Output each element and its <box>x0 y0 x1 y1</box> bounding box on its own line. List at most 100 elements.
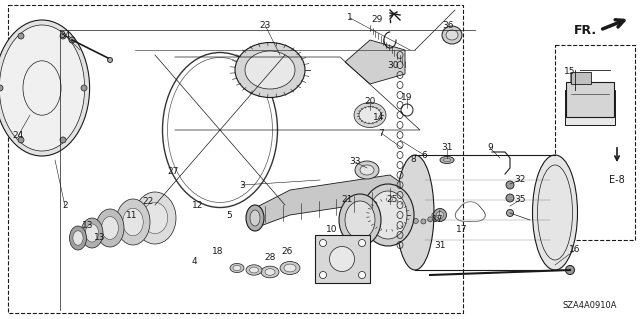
Ellipse shape <box>432 213 437 218</box>
Text: 17: 17 <box>456 226 468 234</box>
Ellipse shape <box>143 202 168 234</box>
Polygon shape <box>255 175 400 228</box>
Text: 30: 30 <box>387 61 399 70</box>
Text: 7: 7 <box>378 129 384 137</box>
Ellipse shape <box>18 137 24 143</box>
Ellipse shape <box>230 263 244 272</box>
Ellipse shape <box>69 37 75 43</box>
Ellipse shape <box>421 219 426 224</box>
Text: 36: 36 <box>442 20 454 29</box>
Text: 32: 32 <box>515 175 525 184</box>
Text: 20: 20 <box>364 98 376 107</box>
Text: 34: 34 <box>60 31 70 40</box>
Bar <box>570 95 582 105</box>
Ellipse shape <box>18 33 24 39</box>
Text: 25: 25 <box>387 196 397 204</box>
Polygon shape <box>345 40 405 84</box>
Text: 5: 5 <box>226 211 232 219</box>
Ellipse shape <box>280 262 300 275</box>
Ellipse shape <box>60 137 66 143</box>
Ellipse shape <box>102 217 118 239</box>
Ellipse shape <box>360 165 374 175</box>
Ellipse shape <box>506 210 513 217</box>
Ellipse shape <box>245 51 295 89</box>
Bar <box>565 90 615 125</box>
Ellipse shape <box>369 191 407 239</box>
Ellipse shape <box>261 266 279 278</box>
Ellipse shape <box>96 209 124 247</box>
Text: 12: 12 <box>192 201 204 210</box>
Ellipse shape <box>358 240 365 247</box>
Ellipse shape <box>446 30 458 40</box>
Ellipse shape <box>436 211 444 219</box>
Ellipse shape <box>81 85 87 91</box>
Text: 11: 11 <box>126 211 138 219</box>
Ellipse shape <box>354 102 386 128</box>
Ellipse shape <box>246 265 262 275</box>
Ellipse shape <box>433 209 447 221</box>
Ellipse shape <box>81 218 103 248</box>
Bar <box>8 5 463 313</box>
Ellipse shape <box>73 231 83 245</box>
Text: 13: 13 <box>94 234 106 242</box>
Ellipse shape <box>60 33 66 39</box>
Text: 26: 26 <box>282 248 292 256</box>
Ellipse shape <box>407 215 412 220</box>
Ellipse shape <box>428 217 433 222</box>
Ellipse shape <box>358 271 365 278</box>
Text: 31: 31 <box>441 144 452 152</box>
Text: SZA4A0910A: SZA4A0910A <box>563 300 617 309</box>
Ellipse shape <box>506 181 514 189</box>
Ellipse shape <box>413 219 419 223</box>
Ellipse shape <box>70 226 86 250</box>
Text: 33: 33 <box>349 158 361 167</box>
Text: 19: 19 <box>401 93 413 102</box>
Text: 35: 35 <box>515 196 525 204</box>
Text: 22: 22 <box>142 197 154 206</box>
Ellipse shape <box>0 20 90 156</box>
Text: 8: 8 <box>410 155 416 165</box>
Ellipse shape <box>339 194 381 246</box>
Ellipse shape <box>0 25 84 151</box>
Ellipse shape <box>250 210 260 226</box>
Ellipse shape <box>123 208 143 236</box>
Bar <box>315 235 370 283</box>
Ellipse shape <box>265 269 275 275</box>
Ellipse shape <box>396 155 434 270</box>
Ellipse shape <box>134 192 176 244</box>
Text: FR.: FR. <box>574 24 597 36</box>
Text: 27: 27 <box>167 167 179 176</box>
Text: 24: 24 <box>12 131 24 140</box>
Ellipse shape <box>319 271 326 278</box>
Ellipse shape <box>355 161 379 179</box>
Text: 4: 4 <box>191 257 197 266</box>
Text: 29: 29 <box>371 16 383 25</box>
Ellipse shape <box>506 194 514 202</box>
Text: 15: 15 <box>564 68 576 77</box>
Text: 13: 13 <box>83 220 93 229</box>
Text: 21: 21 <box>341 196 353 204</box>
Text: 9: 9 <box>487 144 493 152</box>
Bar <box>571 72 591 84</box>
Bar <box>555 45 635 240</box>
Ellipse shape <box>359 107 381 123</box>
Ellipse shape <box>345 201 375 239</box>
Ellipse shape <box>108 57 113 63</box>
Text: E-8: E-8 <box>609 175 625 185</box>
Ellipse shape <box>532 155 577 270</box>
Text: 6: 6 <box>421 151 427 160</box>
Ellipse shape <box>246 205 264 231</box>
Text: 17: 17 <box>432 216 444 225</box>
Ellipse shape <box>566 265 575 275</box>
Text: 1: 1 <box>347 13 353 23</box>
Ellipse shape <box>440 157 454 164</box>
Ellipse shape <box>330 247 355 271</box>
Text: 31: 31 <box>435 241 445 249</box>
Ellipse shape <box>442 26 462 44</box>
Text: 16: 16 <box>569 246 580 255</box>
Text: 18: 18 <box>212 248 224 256</box>
Text: 14: 14 <box>373 114 385 122</box>
Text: 28: 28 <box>264 254 276 263</box>
Text: 2: 2 <box>62 202 68 211</box>
Ellipse shape <box>85 224 99 242</box>
